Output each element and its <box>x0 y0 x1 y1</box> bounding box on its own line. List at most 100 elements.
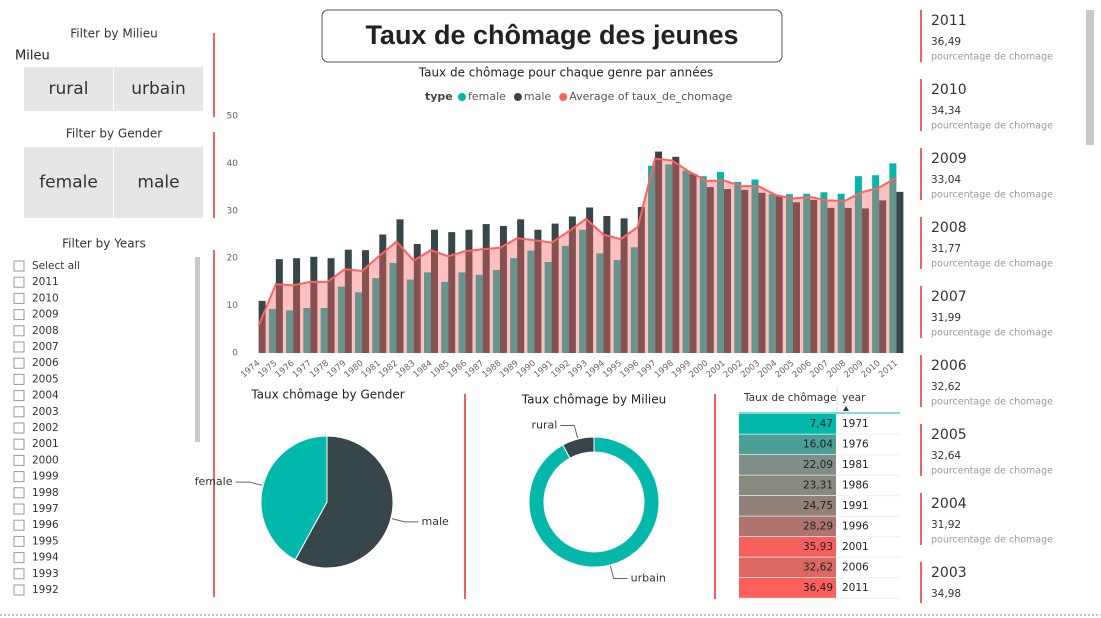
checkbox[interactable] <box>13 276 25 288</box>
checkbox-label[interactable]: 2008 <box>32 325 59 337</box>
bar <box>293 258 301 353</box>
legend-label: Average of taux_de_chomage <box>569 90 732 103</box>
bar <box>655 151 663 353</box>
checkbox[interactable] <box>13 503 25 515</box>
slicer-button[interactable] <box>114 147 203 218</box>
y-tick-label: 40 <box>227 159 239 169</box>
y-tick-label: 20 <box>227 254 239 264</box>
sort-arrow[interactable] <box>843 406 849 411</box>
checkbox-label[interactable]: 1998 <box>32 487 59 499</box>
checkbox-label[interactable]: 2007 <box>32 341 59 353</box>
slicer-option[interactable]: rural <box>49 79 89 99</box>
checkbox[interactable] <box>13 341 25 353</box>
card-year: 2007 <box>931 289 967 305</box>
checkbox-label[interactable]: 2003 <box>32 406 59 418</box>
checkbox[interactable] <box>13 568 25 580</box>
legend-label: female <box>468 90 506 103</box>
checkbox[interactable] <box>13 325 25 337</box>
checkbox[interactable] <box>13 552 25 564</box>
slicer-button[interactable] <box>24 147 113 218</box>
bar <box>561 245 569 353</box>
checkbox[interactable] <box>13 535 25 547</box>
checkbox[interactable] <box>13 438 25 450</box>
scrollbar[interactable] <box>1086 10 1094 145</box>
bar <box>758 192 766 353</box>
bar <box>355 292 363 353</box>
legend-label: male <box>524 90 552 103</box>
checkbox-label[interactable]: 1997 <box>32 503 59 515</box>
slice-label: female <box>195 475 233 488</box>
bar <box>396 219 404 353</box>
checkbox[interactable] <box>13 422 25 434</box>
checkbox-label[interactable]: 1995 <box>32 535 59 547</box>
checkbox-label[interactable]: 2005 <box>32 373 59 385</box>
slicer-label: Mileu <box>15 49 50 64</box>
checkbox-label[interactable]: 2002 <box>32 422 59 434</box>
bar <box>327 258 335 353</box>
bar <box>672 156 680 353</box>
slicer-button[interactable] <box>24 67 113 111</box>
y-tick-label: 50 <box>227 112 239 122</box>
card-value: 33,04 <box>931 174 961 186</box>
slicer-button[interactable] <box>114 67 203 111</box>
bar <box>344 249 352 353</box>
bar <box>448 232 456 353</box>
legend-marker <box>458 93 466 101</box>
checkbox-label[interactable]: 1993 <box>32 568 59 580</box>
slicer-option[interactable]: urbain <box>131 79 185 99</box>
checkbox-label[interactable]: 2006 <box>32 357 59 369</box>
checkbox[interactable] <box>13 260 25 272</box>
checkbox[interactable] <box>13 292 25 304</box>
checkbox-label[interactable]: 2001 <box>32 438 59 450</box>
table-cell-year: 1971 <box>842 418 869 430</box>
bar <box>286 310 294 353</box>
legend-marker <box>513 93 522 101</box>
bar <box>337 286 345 353</box>
checkbox[interactable] <box>13 454 25 466</box>
table-cell <box>739 434 836 455</box>
card-label: pourcentage de chomage <box>931 328 1053 339</box>
card-year: 2011 <box>931 13 967 29</box>
card-year: 2008 <box>931 220 967 236</box>
checkbox[interactable] <box>13 309 25 321</box>
bar <box>534 229 542 353</box>
checkbox-label[interactable]: 1992 <box>32 584 59 596</box>
bar <box>637 207 645 353</box>
table-cell-year: 1981 <box>842 459 869 471</box>
checkbox[interactable] <box>13 584 25 596</box>
checkbox[interactable] <box>13 471 25 483</box>
checkbox[interactable] <box>13 373 25 385</box>
checkbox-label[interactable]: 2009 <box>32 309 59 321</box>
checkbox[interactable] <box>13 390 25 402</box>
slicer-option[interactable]: female <box>39 173 98 193</box>
checkbox-label[interactable]: 1999 <box>32 471 59 483</box>
checkbox-label[interactable]: 2011 <box>32 276 59 288</box>
checkbox[interactable] <box>13 519 25 531</box>
bar <box>379 234 387 353</box>
table-cell-value: 24,75 <box>803 500 833 512</box>
table-cell <box>739 414 836 434</box>
bar <box>775 195 783 353</box>
checkbox-label[interactable]: 2004 <box>32 390 59 402</box>
bar <box>682 170 690 353</box>
card-label: pourcentage de chomage <box>931 397 1053 408</box>
checkbox-label[interactable]: 2000 <box>32 454 59 466</box>
slicer-title: Filter by Milieu <box>70 27 157 41</box>
checkbox[interactable] <box>13 487 25 499</box>
checkbox[interactable] <box>13 357 25 369</box>
slice-label: rural <box>532 418 558 431</box>
slicer-option[interactable]: male <box>137 173 179 193</box>
checkbox-label[interactable]: Select all <box>32 260 80 272</box>
card-year: 2003 <box>931 565 967 581</box>
card-year: 2009 <box>931 151 967 167</box>
checkbox[interactable] <box>13 406 25 418</box>
checkbox-label[interactable]: 1996 <box>32 519 59 531</box>
bar <box>544 261 552 353</box>
table-cell <box>739 537 836 557</box>
checkbox-label[interactable]: 1994 <box>32 552 59 564</box>
checkbox-label[interactable]: 2010 <box>32 292 59 304</box>
table-header[interactable]: year <box>842 392 866 404</box>
table-cell-year: 2001 <box>842 541 869 553</box>
scrollbar[interactable] <box>195 257 200 442</box>
bar <box>734 181 742 353</box>
